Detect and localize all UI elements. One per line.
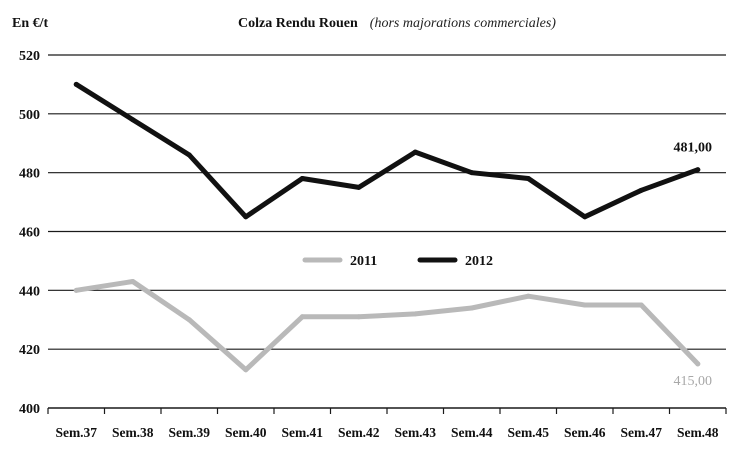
data-point (582, 302, 588, 308)
data-point (582, 214, 588, 220)
end-value-label-2012: 481,00 (674, 141, 713, 156)
y-tick-label: 520 (19, 49, 40, 64)
series-line-2012 (73, 81, 701, 220)
data-point (638, 187, 644, 193)
data-point (73, 81, 79, 87)
y-tick-label: 460 (19, 226, 40, 241)
data-point (695, 361, 701, 367)
data-point (299, 176, 305, 182)
data-point (356, 314, 362, 320)
x-tick-label: Sem.44 (451, 425, 493, 440)
data-point (299, 314, 305, 320)
x-tick-label: Sem.43 (394, 425, 436, 440)
chart-title-group: Colza Rendu Rouen (hors majorations comm… (238, 14, 556, 31)
data-point (243, 367, 249, 373)
legend-label-2012: 2012 (465, 254, 493, 269)
data-point (356, 184, 362, 190)
y-tick-label: 440 (19, 284, 40, 299)
data-point (186, 317, 192, 323)
x-tick-label: Sem.45 (507, 425, 549, 440)
data-point (243, 214, 249, 220)
x-tick-label: Sem.48 (677, 425, 719, 440)
chart-title: Colza Rendu Rouen (238, 16, 358, 31)
data-point (525, 293, 531, 299)
x-tick-label: Sem.39 (168, 425, 210, 440)
y-tick-label: 420 (19, 343, 40, 358)
y-tick-label: 480 (19, 167, 40, 182)
x-tick-label: Sem.40 (225, 425, 267, 440)
series-line-2011 (73, 279, 701, 373)
data-point (695, 167, 701, 173)
x-tick-label: Sem.38 (112, 425, 154, 440)
data-point (412, 149, 418, 155)
data-point (469, 305, 475, 311)
data-point (130, 279, 136, 285)
data-point (412, 311, 418, 317)
x-tick-label: Sem.42 (338, 425, 380, 440)
y-axis-unit-label: En €/t (12, 16, 49, 31)
chart-subtitle: (hors majorations commerciales) (370, 16, 556, 31)
x-tick-label: Sem.46 (564, 425, 606, 440)
x-tick-label: Sem.47 (620, 425, 662, 440)
legend-label-2011: 2011 (350, 254, 377, 269)
x-tick-label: Sem.37 (55, 425, 97, 440)
data-point (73, 287, 79, 293)
data-point (469, 170, 475, 176)
y-tick-label: 400 (19, 402, 40, 417)
x-tick-label: Sem.41 (281, 425, 323, 440)
data-point (130, 117, 136, 123)
end-value-label-2011: 415,00 (674, 374, 713, 389)
data-point (525, 176, 531, 182)
data-point (186, 152, 192, 158)
data-point (638, 302, 644, 308)
y-tick-label: 500 (19, 108, 40, 123)
